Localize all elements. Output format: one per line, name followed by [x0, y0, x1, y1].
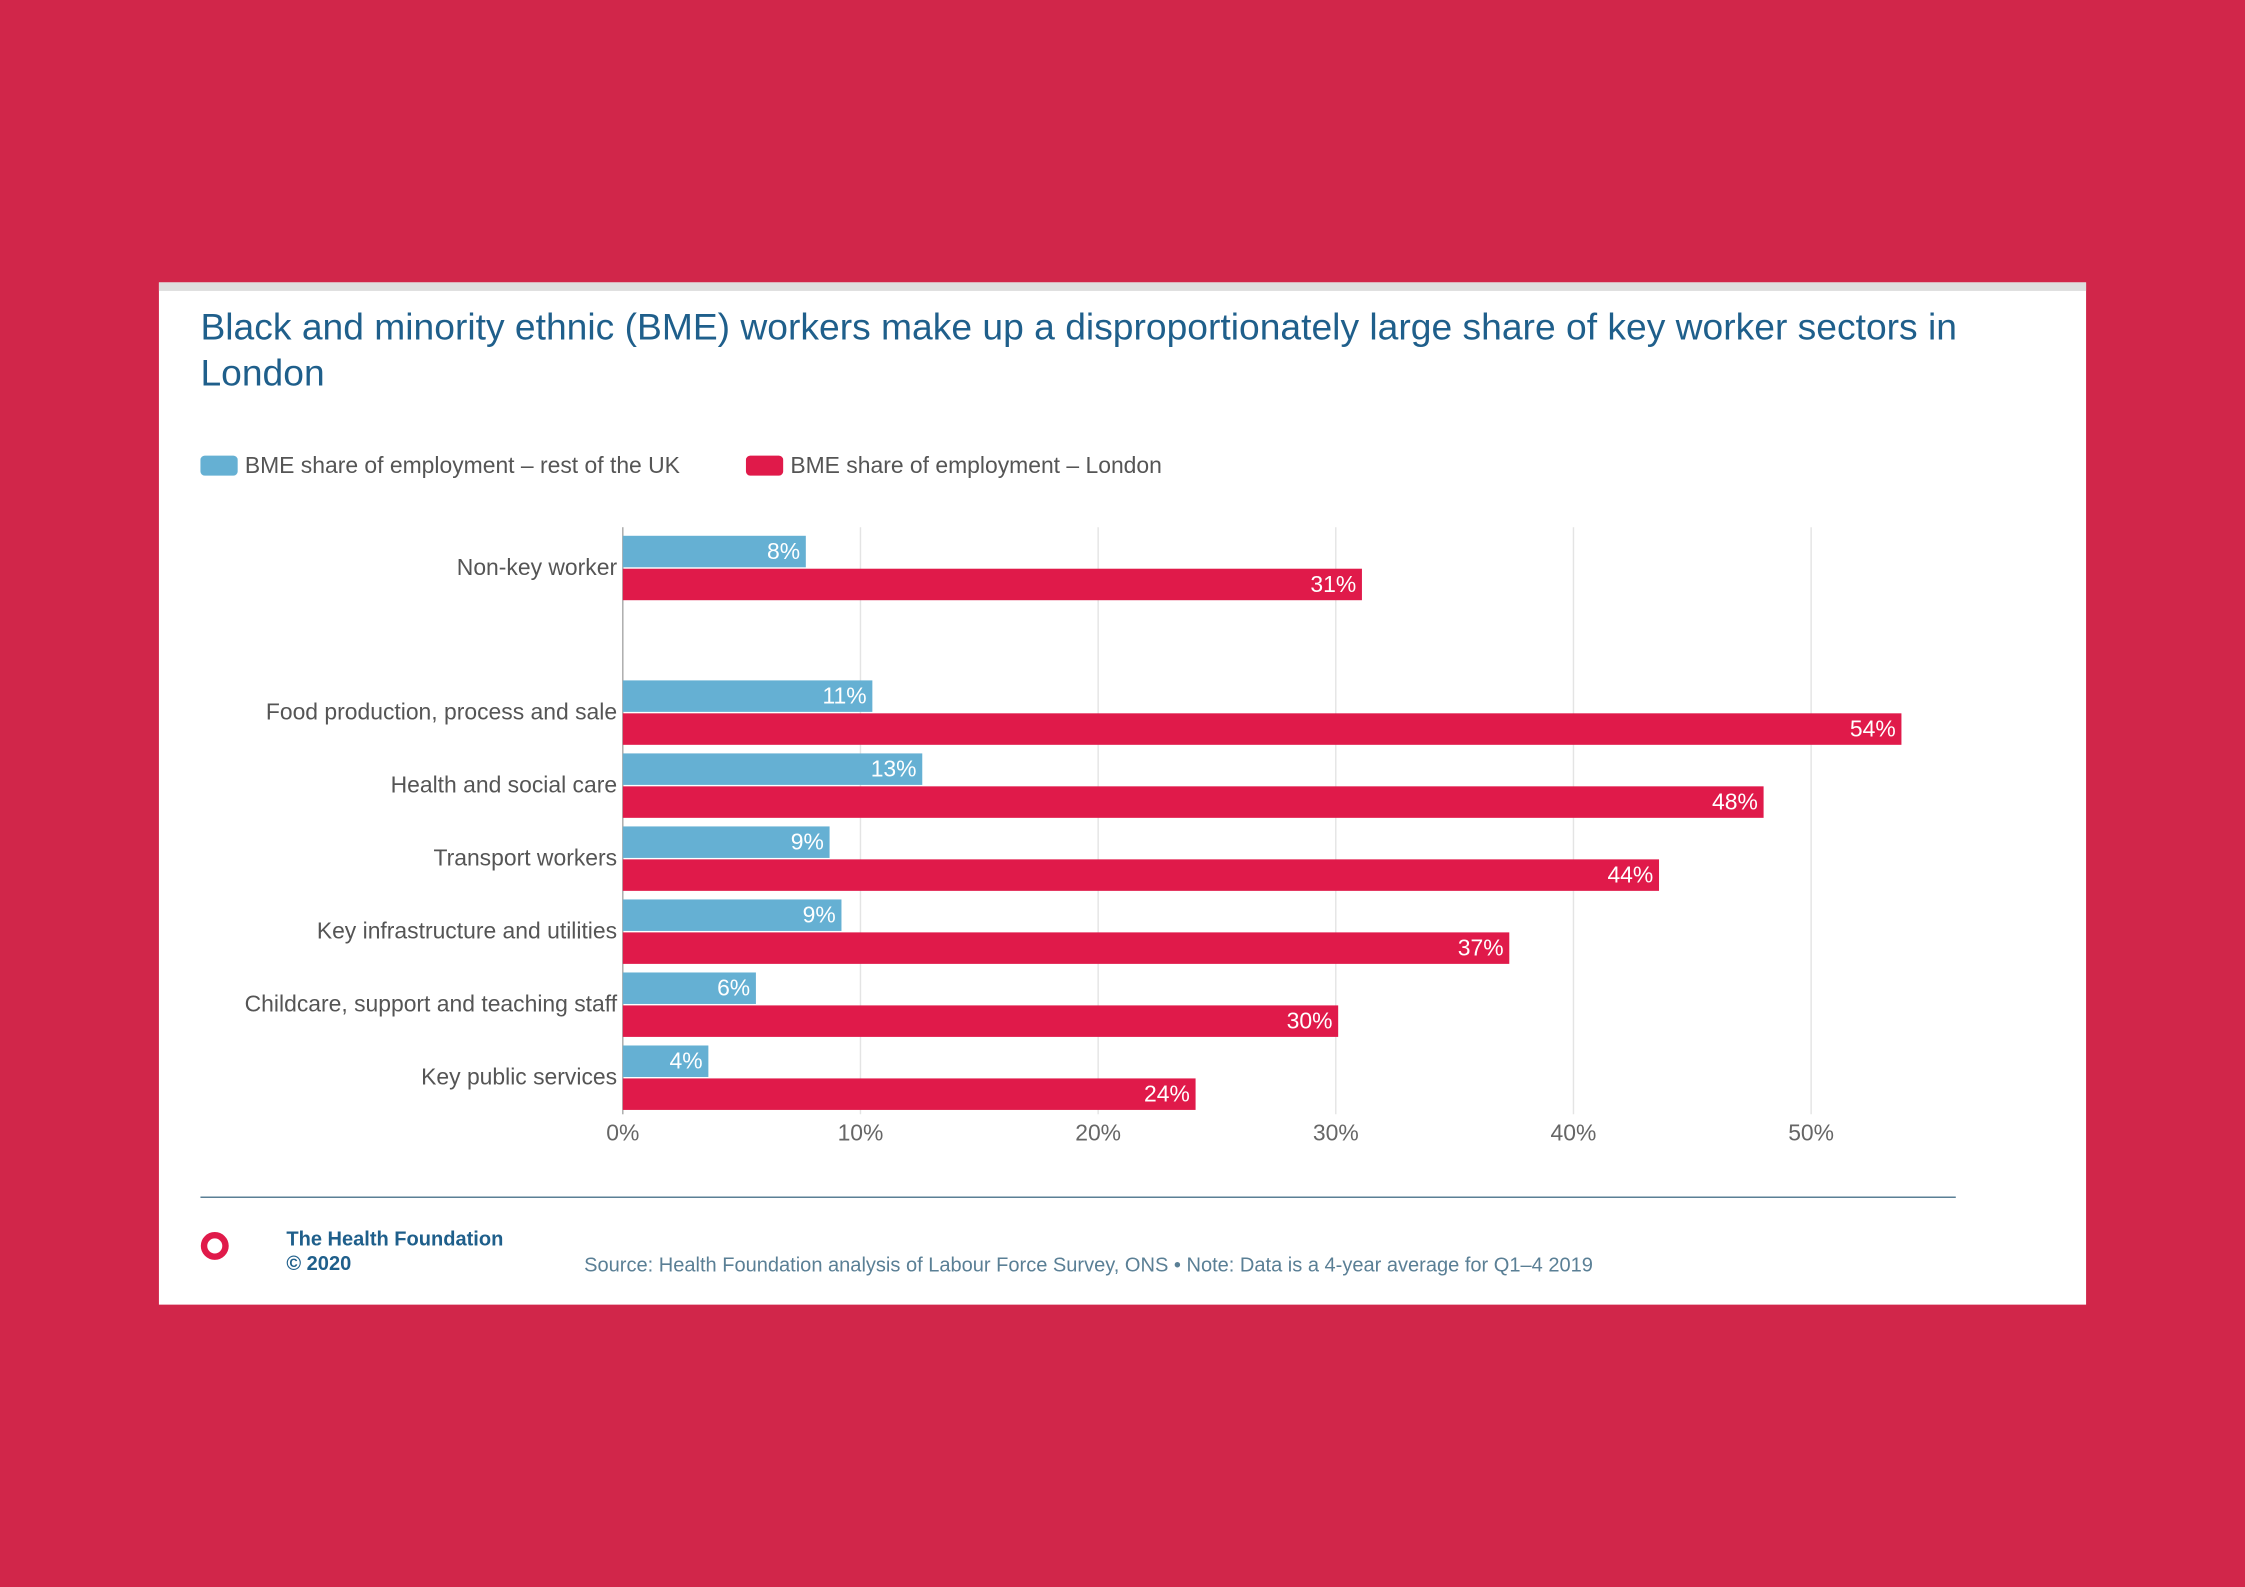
- title-box: Black and minority ethnic (BME) workers …: [200, 305, 1957, 395]
- x-tick-label: 10%: [838, 1119, 884, 1145]
- x-tick-label: 0%: [606, 1119, 639, 1145]
- category-label: Key infrastructure and utilities: [317, 917, 617, 943]
- legend-label: BME share of employment – London: [790, 452, 1162, 478]
- bar: [622, 932, 1510, 964]
- value-label: 9%: [791, 829, 824, 855]
- value-label: 37%: [1458, 935, 1504, 961]
- bar: [622, 680, 873, 712]
- category-label: Food production, process and sale: [266, 698, 617, 724]
- x-tick-label: 50%: [1788, 1119, 1834, 1145]
- bar: [622, 1005, 1339, 1037]
- bar: [622, 535, 806, 568]
- category-label: Key public services: [421, 1063, 617, 1089]
- bar: [622, 1078, 1196, 1110]
- legend-swatch: [200, 455, 238, 476]
- value-label: 31%: [1310, 571, 1356, 597]
- card-top-strip: [158, 282, 2087, 291]
- bar: [622, 786, 1764, 818]
- value-label: 9%: [803, 902, 836, 928]
- chart-title: Black and minority ethnic (BME) workers …: [200, 305, 1957, 395]
- bar: [622, 826, 830, 858]
- copyright: © 2020: [286, 1253, 351, 1275]
- legend-swatch: [745, 455, 784, 476]
- value-label: 48%: [1712, 789, 1758, 815]
- bar: [622, 753, 923, 785]
- legend-label: BME share of employment – rest of the UK: [245, 452, 681, 478]
- logo: [200, 1231, 229, 1260]
- category-label: Transport workers: [433, 844, 617, 870]
- category-label: Health and social care: [391, 771, 618, 797]
- value-label: 30%: [1287, 1008, 1333, 1034]
- x-tick-label: 20%: [1075, 1119, 1121, 1145]
- source-note: Source: Health Foundation analysis of La…: [584, 1254, 1593, 1276]
- bar: [622, 899, 842, 931]
- category-label: Non-key worker: [457, 554, 618, 580]
- value-label: 54%: [1850, 716, 1896, 742]
- value-label: 4%: [670, 1048, 703, 1074]
- x-tick-label: 30%: [1313, 1119, 1359, 1145]
- x-tick-label: 40%: [1551, 1119, 1597, 1145]
- value-label: 6%: [717, 975, 750, 1001]
- brand: The Health Foundation: [286, 1229, 503, 1251]
- bar: [622, 859, 1660, 891]
- category-label: Childcare, support and teaching staff: [245, 990, 618, 1016]
- bar: [622, 568, 1362, 601]
- value-label: 11%: [823, 683, 867, 709]
- value-label: 44%: [1607, 862, 1653, 888]
- value-label: 24%: [1144, 1081, 1190, 1107]
- bar: [622, 1045, 709, 1077]
- bar: [622, 972, 756, 1004]
- value-label: 13%: [871, 756, 917, 782]
- value-label: 8%: [767, 538, 800, 564]
- bar: [622, 713, 1902, 745]
